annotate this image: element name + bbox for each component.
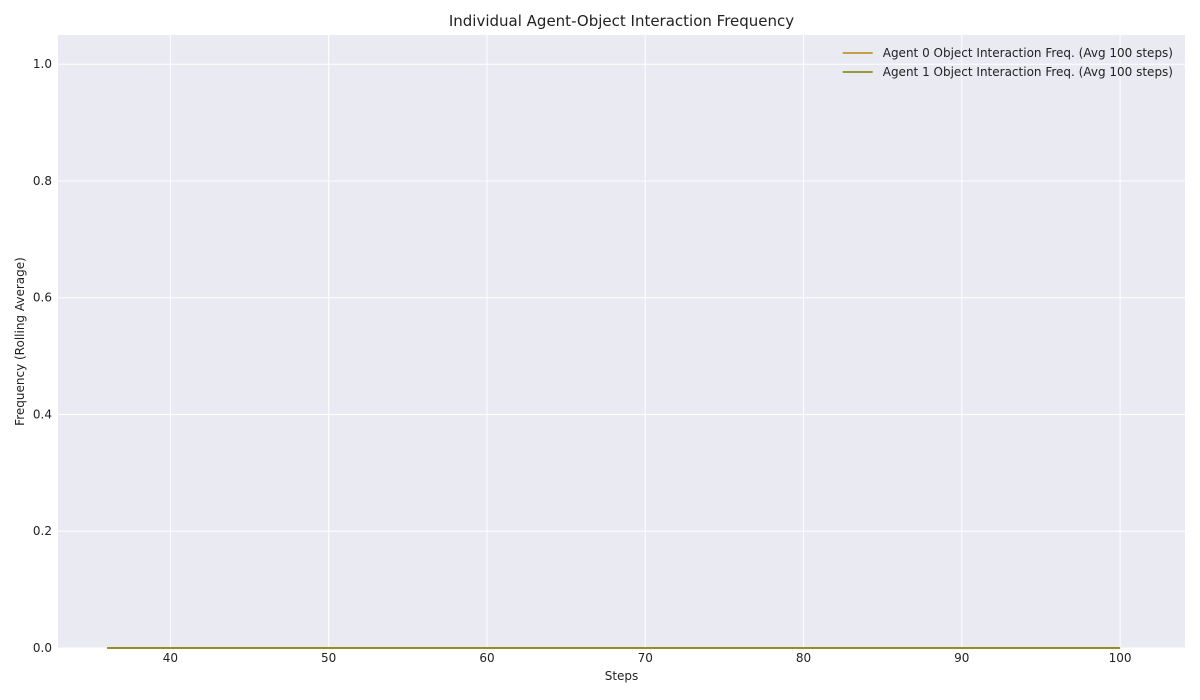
legend-label: Agent 0 Object Interaction Freq. (Avg 10… [883,46,1173,60]
legend-item: Agent 0 Object Interaction Freq. (Avg 10… [842,46,1173,60]
y-tick-label: 1.0 [33,57,52,71]
plot-background [58,35,1185,648]
chart-title: Individual Agent-Object Interaction Freq… [449,12,794,30]
y-tick-label: 0.8 [33,174,52,188]
x-tick-label: 50 [321,651,336,665]
x-axis-ticks: 40 50 60 70 80 90 100 [163,651,1132,665]
legend: Agent 0 Object Interaction Freq. (Avg 10… [842,46,1173,79]
x-tick-label: 60 [479,651,494,665]
x-tick-label: 100 [1109,651,1132,665]
x-tick-label: 70 [638,651,653,665]
y-tick-label: 0.2 [33,524,52,538]
y-tick-label: 0.0 [33,641,52,655]
y-tick-label: 0.6 [33,291,52,305]
x-axis-label: Steps [605,669,639,683]
x-tick-label: 40 [163,651,178,665]
legend-item: Agent 1 Object Interaction Freq. (Avg 10… [842,65,1173,79]
y-axis-label: Frequency (Rolling Average) [13,257,27,426]
grid [58,35,1185,649]
x-tick-label: 80 [796,651,811,665]
y-axis-ticks: 0.0 0.2 0.4 0.6 0.8 1.0 [33,57,52,655]
y-tick-label: 0.4 [33,407,52,421]
x-tick-label: 90 [954,651,969,665]
legend-label: Agent 1 Object Interaction Freq. (Avg 10… [883,65,1173,79]
